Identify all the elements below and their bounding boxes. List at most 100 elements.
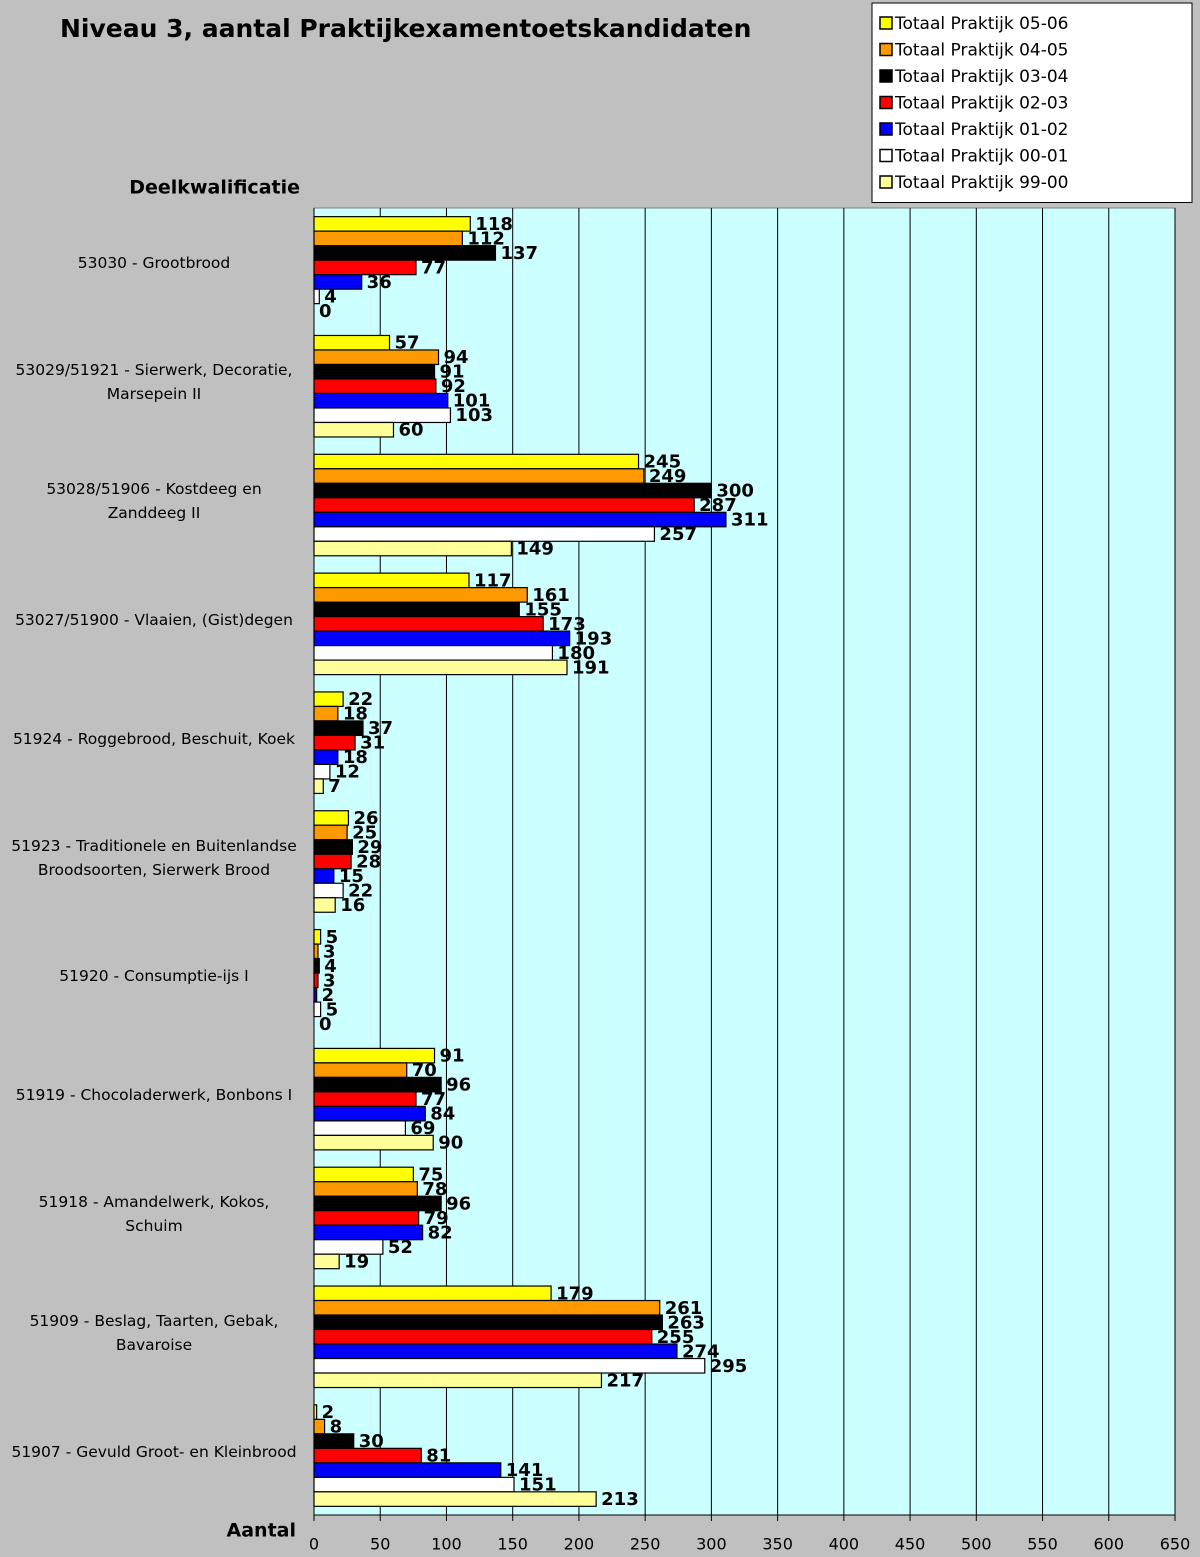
data-label: 257	[659, 524, 697, 545]
x-tick-label: 600	[1093, 1535, 1124, 1554]
data-label: 2	[322, 985, 335, 1006]
x-tick-label: 400	[829, 1535, 860, 1554]
x-tick-label: 500	[961, 1535, 992, 1554]
bar	[313, 705, 339, 722]
data-label: 7	[328, 776, 341, 797]
data-label: 161	[532, 585, 570, 606]
legend-label: Totaal Praktijk 01-02	[894, 120, 1069, 140]
bar	[313, 334, 391, 351]
data-label: 77	[421, 1089, 446, 1110]
data-label: 52	[388, 1237, 413, 1258]
legend-label: Totaal Praktijk 99-00	[894, 173, 1069, 193]
bar	[313, 1239, 384, 1255]
legend-label: Totaal Praktijk 00-01	[894, 147, 1069, 167]
bar	[313, 616, 544, 632]
legend-box	[871, 2, 1193, 203]
data-label: 191	[572, 657, 610, 678]
bar	[313, 421, 395, 438]
bar	[313, 245, 497, 261]
data-label: 28	[356, 852, 381, 873]
y-tick-label: 51907 - Gevuld Groot- en Kleinbrood	[11, 1442, 297, 1461]
bar	[313, 1491, 597, 1507]
bar	[313, 482, 712, 499]
bar	[313, 691, 344, 708]
x-tick-label: 350	[762, 1535, 793, 1554]
data-label: 3	[323, 941, 336, 962]
bar	[313, 349, 440, 366]
bar	[313, 1372, 603, 1389]
data-label: 2	[322, 1402, 335, 1423]
x-tick-label: 300	[696, 1535, 727, 1554]
data-label: 22	[348, 689, 373, 710]
bar	[313, 1253, 340, 1270]
bar	[313, 1299, 661, 1316]
bar	[313, 1404, 318, 1420]
data-label: 36	[367, 272, 392, 293]
data-label: 91	[440, 1046, 465, 1067]
data-label: 19	[344, 1251, 369, 1272]
data-label: 96	[446, 1193, 471, 1214]
data-label: 0	[319, 1014, 332, 1035]
x-tick-label: 550	[1027, 1535, 1058, 1554]
data-label: 245	[644, 452, 682, 473]
bar	[313, 468, 645, 484]
bar	[313, 526, 656, 542]
data-label: 82	[428, 1222, 453, 1243]
data-label: 75	[418, 1164, 443, 1185]
data-label: 180	[557, 643, 595, 664]
bar	[313, 1166, 414, 1183]
y-tick-label: 51920 - Consumptie-ijs I	[59, 967, 249, 986]
bar	[313, 972, 319, 989]
data-label: 261	[665, 1298, 703, 1319]
legend-swatch	[879, 16, 893, 30]
data-label: 155	[524, 599, 562, 620]
bar	[313, 453, 640, 470]
x-tick-label: 0	[309, 1535, 319, 1554]
bar	[313, 986, 318, 1003]
data-label: 22	[348, 881, 373, 902]
bar	[313, 1328, 653, 1345]
legend-swatch	[879, 175, 893, 189]
bar	[313, 824, 348, 841]
bar	[313, 778, 324, 795]
bar	[313, 839, 354, 855]
legend-label: Totaal Praktijk 03-04	[894, 67, 1069, 87]
bar	[313, 1001, 322, 1018]
y-tick-label: 51924 - Roggebrood, Beschuit, Koek	[12, 729, 296, 748]
bar	[313, 810, 350, 826]
x-tick-label: 100	[431, 1535, 462, 1554]
y-axis-title: Deelkwalificatie	[129, 177, 300, 199]
bar	[313, 1210, 420, 1226]
data-label: 91	[440, 362, 465, 383]
bar	[313, 1120, 406, 1136]
bar	[313, 1462, 502, 1478]
data-label: 4	[324, 286, 337, 307]
data-label: 263	[667, 1312, 705, 1333]
bar	[313, 1181, 418, 1197]
data-label: 4	[324, 956, 337, 977]
data-label: 79	[424, 1208, 449, 1229]
bar	[313, 868, 335, 884]
bar	[313, 497, 695, 513]
data-label: 70	[412, 1060, 437, 1081]
legend-swatch	[879, 148, 893, 163]
data-label: 213	[601, 1489, 639, 1510]
bar	[313, 363, 436, 380]
data-label: 173	[548, 614, 586, 635]
data-label: 30	[359, 1431, 384, 1452]
chart-title: Niveau 3, aantal Praktijkexamentoetskand…	[60, 14, 751, 43]
bar	[313, 601, 520, 618]
data-label: 249	[649, 466, 687, 487]
bar	[313, 274, 363, 290]
data-label: 0	[319, 301, 332, 322]
bar	[313, 1091, 417, 1107]
bar	[313, 1357, 706, 1374]
data-label: 8	[330, 1417, 343, 1438]
x-tick-label: 650	[1160, 1535, 1191, 1554]
bar	[313, 392, 449, 409]
data-label: 18	[343, 704, 368, 725]
bar	[313, 230, 463, 247]
x-tick-label: 50	[370, 1535, 390, 1554]
